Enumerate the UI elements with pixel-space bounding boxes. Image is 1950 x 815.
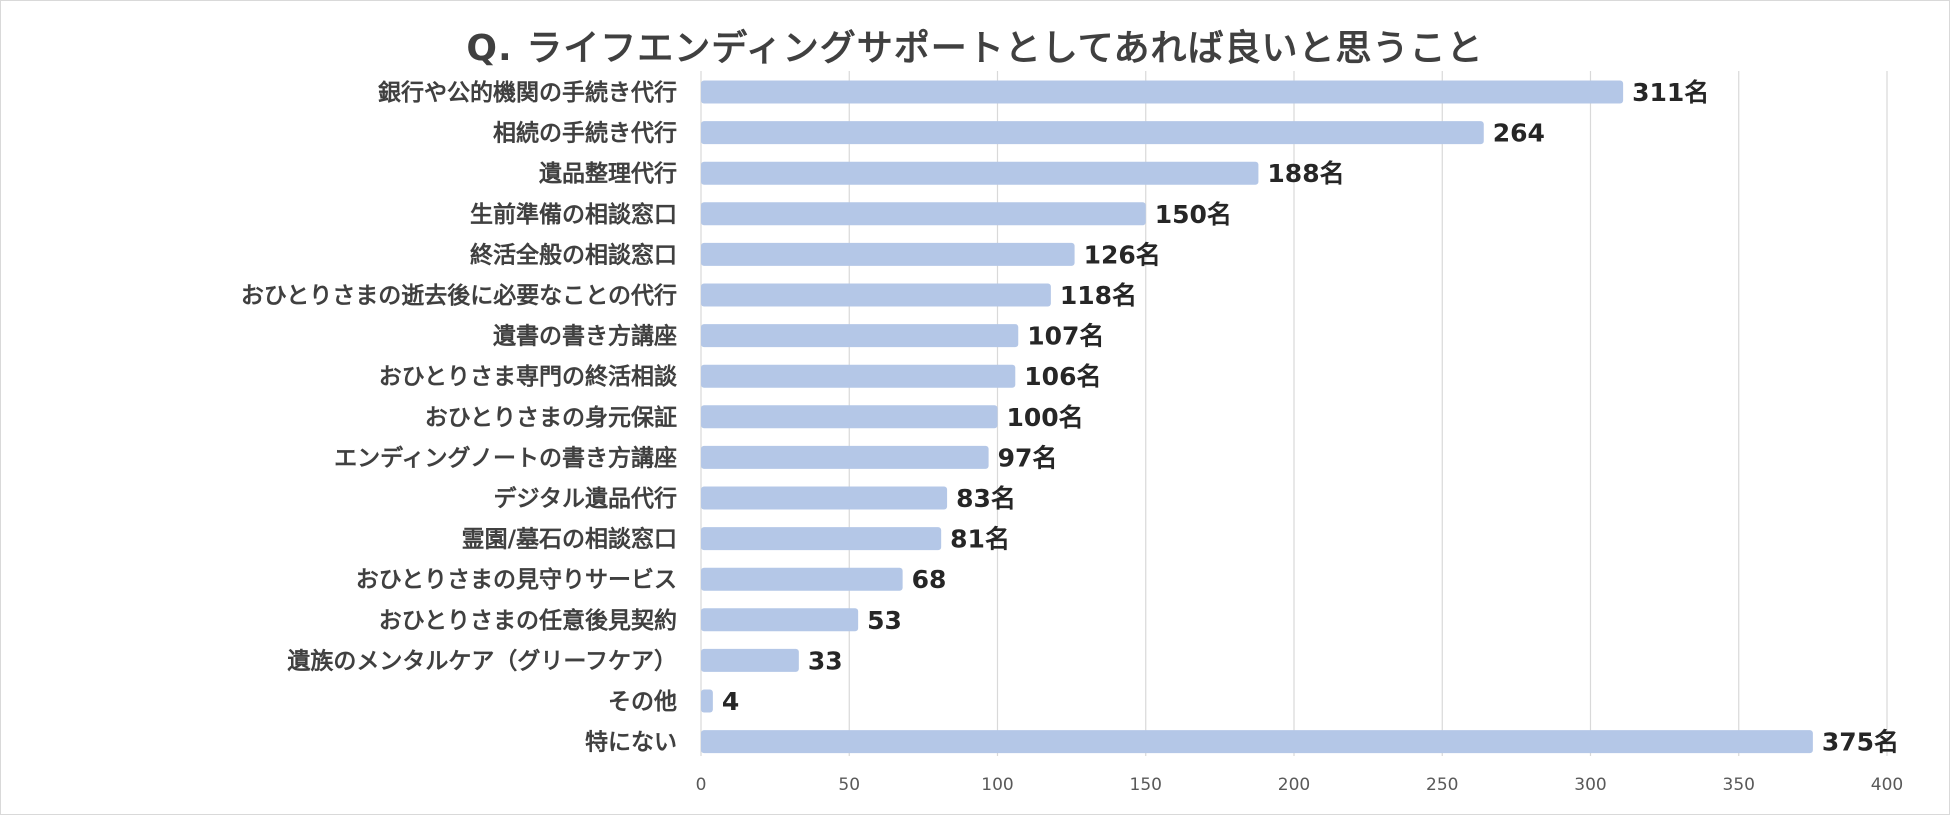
data-label: 264: [1493, 119, 1545, 148]
x-tick-label: 0: [696, 775, 707, 795]
data-label: 188名: [1267, 159, 1344, 188]
x-tick-label: 100: [981, 775, 1013, 795]
data-label: 118名: [1060, 281, 1137, 310]
data-label: 311名: [1632, 78, 1709, 107]
bar: [701, 283, 1051, 307]
category-label: おひとりさまの身元保証: [425, 404, 677, 431]
category-label: おひとりさまの任意後見契約: [379, 607, 677, 634]
x-tick-label: 400: [1871, 775, 1903, 795]
category-label: エンディングノートの書き方講座: [334, 444, 677, 471]
category-label: 相続の手続き代行: [493, 120, 677, 147]
bar: [701, 80, 1624, 104]
bar: [701, 648, 799, 672]
x-tick-label: 300: [1574, 775, 1606, 795]
bar: [701, 161, 1259, 185]
bar: [701, 405, 998, 429]
x-tick-label: 200: [1278, 775, 1310, 795]
bar: [701, 445, 989, 469]
bar: [701, 567, 903, 591]
x-tick-label: 50: [838, 775, 860, 795]
bar: [701, 364, 1016, 388]
data-label: 100名: [1007, 403, 1084, 432]
category-label: 遺族のメンタルケア（グリーフケア）: [287, 647, 677, 674]
data-label: 375名: [1822, 728, 1899, 757]
data-label: 68: [912, 565, 947, 594]
data-label: 83名: [956, 484, 1016, 513]
data-label: 150名: [1155, 200, 1232, 229]
category-label: 終活全般の相談窓口: [470, 241, 677, 268]
bar: [701, 730, 1813, 754]
category-label: 生前準備の相談窓口: [470, 201, 677, 228]
x-tick-label: 150: [1130, 775, 1162, 795]
data-label: 4: [722, 687, 739, 716]
category-label: おひとりさま専門の終活相談: [379, 363, 678, 390]
bar: [701, 486, 948, 510]
data-label: 106名: [1024, 362, 1101, 391]
data-label: 126名: [1084, 240, 1161, 269]
data-label: 97名: [998, 443, 1058, 472]
category-label: 遺書の書き方講座: [493, 323, 677, 350]
bar: [701, 527, 942, 551]
chart-title: Q. ライフエンディングサポートとしてあれば良いと思うこと: [466, 28, 1484, 69]
data-label: 81名: [950, 525, 1010, 554]
data-label: 53: [867, 606, 902, 635]
category-label: おひとりさまの逝去後に必要なことの代行: [241, 282, 677, 309]
category-label: 銀行や公的機関の手続き代行: [378, 79, 677, 106]
category-label: デジタル遺品代行: [493, 485, 677, 512]
category-label: 遺品整理代行: [539, 160, 677, 187]
category-label: その他: [608, 689, 677, 715]
category-label: 特にない: [585, 730, 677, 756]
data-label: 107名: [1027, 322, 1104, 351]
x-tick-label: 350: [1723, 775, 1755, 795]
category-label: 霊園/墓石の相談窓口: [462, 526, 677, 553]
bar: [701, 202, 1146, 226]
bar: [701, 242, 1075, 266]
bar: [701, 608, 859, 632]
bar: [701, 121, 1484, 145]
category-label: おひとりさまの見守りサービス: [356, 566, 677, 593]
bar: [701, 689, 713, 713]
x-tick-label: 250: [1426, 775, 1458, 795]
bar: [701, 324, 1019, 348]
data-label: 33: [808, 646, 843, 675]
